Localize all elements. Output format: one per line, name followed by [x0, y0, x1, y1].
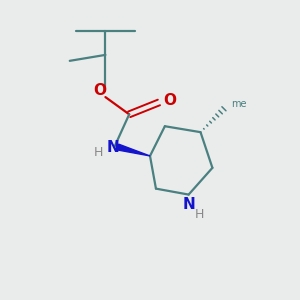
Polygon shape — [117, 144, 150, 156]
Text: N: N — [106, 140, 119, 154]
Text: O: O — [94, 83, 106, 98]
Text: H: H — [195, 208, 205, 221]
Text: O: O — [164, 94, 176, 109]
Text: N: N — [183, 197, 196, 212]
Text: H: H — [94, 146, 104, 159]
Text: me: me — [231, 99, 246, 109]
